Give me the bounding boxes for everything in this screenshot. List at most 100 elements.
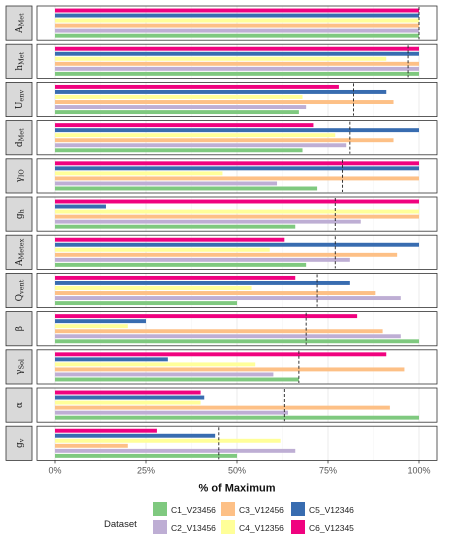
bar-C3_V12456 bbox=[55, 138, 394, 143]
bar-C4_V12356 bbox=[55, 247, 270, 252]
strip-label-2: Uenv bbox=[15, 90, 26, 110]
bar-C6_V12345 bbox=[55, 161, 419, 166]
bar-C5_V12346 bbox=[55, 204, 106, 209]
bar-C1_V23456 bbox=[55, 110, 299, 115]
bar-C2_V13456 bbox=[55, 372, 274, 377]
bar-C5_V12346 bbox=[55, 166, 419, 171]
strip-9 bbox=[5, 349, 33, 385]
strip-subscript: Met bbox=[18, 13, 26, 27]
strip-symbol: U bbox=[15, 101, 25, 109]
bar-C6_V12345 bbox=[55, 275, 296, 280]
legend-label-C4_V12356: C4_V12356 bbox=[239, 523, 284, 533]
bar-C1_V23456 bbox=[55, 186, 318, 191]
panel-7: Qvent bbox=[5, 272, 438, 308]
bar-C4_V12356 bbox=[55, 324, 128, 329]
x-tick-label: 25% bbox=[137, 465, 155, 475]
bar-C6_V12345 bbox=[55, 390, 201, 395]
panel-4: γIO bbox=[5, 158, 438, 194]
strip-symbol: A bbox=[15, 259, 25, 267]
strip-symbol: α bbox=[15, 402, 25, 408]
strip-symbol: d bbox=[15, 141, 25, 147]
bar-C3_V12456 bbox=[55, 329, 383, 334]
bar-C6_V12345 bbox=[55, 314, 358, 319]
bar-C2_V13456 bbox=[55, 448, 296, 453]
strip-2 bbox=[5, 82, 33, 118]
panel-border bbox=[36, 272, 438, 308]
x-axis: 0% 25% 50% 75% 100% bbox=[48, 460, 431, 475]
legend-swatch-C2_V13456 bbox=[153, 520, 167, 534]
x-tick-label: 50% bbox=[228, 465, 246, 475]
legend-title: Dataset bbox=[104, 519, 137, 530]
strip-1 bbox=[5, 43, 33, 79]
strip-3 bbox=[5, 120, 33, 156]
panel-5: gh bbox=[5, 196, 438, 232]
bar-C3_V12456 bbox=[55, 291, 376, 295]
bar-C1_V23456 bbox=[55, 71, 419, 76]
strip-subscript: Metex bbox=[18, 238, 26, 259]
bar-C3_V12456 bbox=[55, 176, 419, 181]
panel-border bbox=[36, 234, 438, 270]
panel-border bbox=[36, 349, 438, 385]
panel-border bbox=[36, 158, 438, 194]
bar-C4_V12356 bbox=[55, 400, 201, 405]
bar-C3_V12456 bbox=[55, 367, 405, 372]
strip-symbol: β bbox=[15, 326, 25, 331]
strip-label-11: gv bbox=[15, 438, 26, 448]
strip-4 bbox=[5, 158, 33, 194]
strip-subscript: Sol bbox=[18, 359, 26, 369]
strip-6 bbox=[5, 234, 33, 270]
strip-subscript: h bbox=[18, 209, 26, 213]
strip-symbol: h bbox=[15, 65, 25, 71]
strip-label-6: AMetex bbox=[15, 238, 26, 266]
bar-C6_V12345 bbox=[55, 428, 157, 433]
panel-border bbox=[36, 311, 438, 347]
strip-11 bbox=[5, 425, 33, 461]
bar-C5_V12346 bbox=[55, 128, 419, 133]
bar-C6_V12345 bbox=[55, 46, 419, 51]
bar-C5_V12346 bbox=[55, 319, 146, 324]
strip-symbol: γ bbox=[15, 177, 25, 182]
bar-C4_V12356 bbox=[55, 95, 303, 99]
bar-C2_V13456 bbox=[55, 410, 288, 415]
bar-C2_V13456 bbox=[55, 219, 361, 224]
strip-subscript: vent bbox=[18, 279, 26, 295]
bar-C5_V12346 bbox=[55, 242, 419, 247]
panel-8: β bbox=[5, 311, 438, 347]
bar-C5_V12346 bbox=[55, 433, 216, 438]
panel-border bbox=[36, 120, 438, 156]
panel-border bbox=[36, 82, 438, 118]
bar-C4_V12356 bbox=[55, 133, 336, 138]
legend-label-C5_V12346: C5_V12346 bbox=[309, 505, 354, 515]
bar-C6_V12345 bbox=[55, 352, 387, 357]
legend-label-C6_V12345: C6_V12345 bbox=[309, 523, 354, 533]
strip-subscript: v bbox=[18, 438, 26, 443]
strip-symbol: g bbox=[15, 213, 25, 219]
bar-C5_V12346 bbox=[55, 395, 205, 400]
panel-11: gv bbox=[5, 425, 438, 461]
legend-label-C1_V23456: C1_V23456 bbox=[171, 505, 216, 515]
panel-10: α bbox=[5, 387, 438, 423]
panel-6: AMetex bbox=[5, 234, 438, 270]
legend-swatch-C6_V12345 bbox=[291, 520, 305, 534]
bar-C2_V13456 bbox=[55, 143, 347, 148]
legend: Dataset C1_V23456 C2_V13456 C3_V12456 C4_V12… bbox=[104, 502, 354, 534]
bar-C5_V12346 bbox=[55, 89, 387, 94]
legend-swatch-C4_V12356 bbox=[221, 520, 235, 534]
bar-C1_V23456 bbox=[55, 301, 237, 306]
panel-border bbox=[36, 43, 438, 79]
legend-swatch-C1_V23456 bbox=[153, 502, 167, 516]
strip-subscript: Met bbox=[18, 128, 26, 142]
bar-C6_V12345 bbox=[55, 123, 314, 128]
bar-C1_V23456 bbox=[55, 148, 303, 153]
bar-C2_V13456 bbox=[55, 181, 278, 186]
x-tick-label: 100% bbox=[407, 465, 430, 475]
strip-5 bbox=[5, 196, 33, 232]
bar-C2_V13456 bbox=[55, 257, 350, 262]
legend-swatch-C5_V12346 bbox=[291, 502, 305, 516]
bar-C6_V12345 bbox=[55, 199, 419, 204]
legend-label-C2_V13456: C2_V13456 bbox=[171, 523, 216, 533]
bar-C3_V12456 bbox=[55, 100, 394, 104]
panel-2: Uenv bbox=[5, 82, 438, 118]
strip-symbol: Q bbox=[15, 294, 25, 301]
